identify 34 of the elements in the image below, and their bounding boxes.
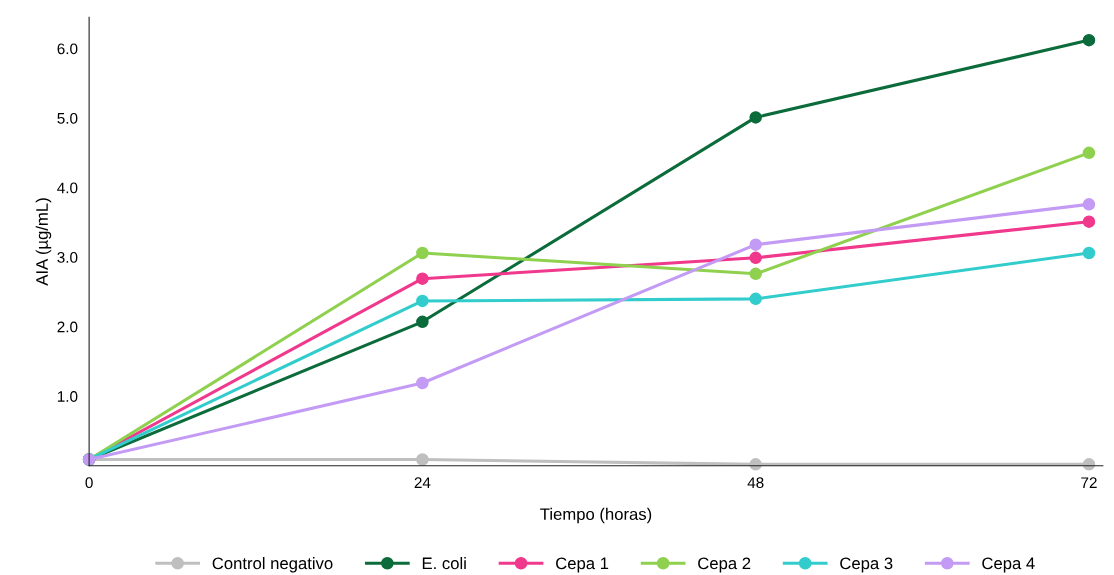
point bbox=[416, 294, 429, 308]
x-axis-title: Tiempo (horas) bbox=[540, 507, 652, 524]
point bbox=[416, 272, 429, 285]
x-tick-label: 48 bbox=[747, 477, 764, 489]
x-tick-label: 24 bbox=[414, 477, 431, 488]
x-tick-label: 0 bbox=[85, 477, 93, 489]
point bbox=[1082, 33, 1096, 47]
point bbox=[749, 267, 762, 281]
point bbox=[416, 453, 429, 466]
y-axis-title: AIA (µg/mL) bbox=[35, 198, 52, 286]
legend-label: Cepa 4 bbox=[982, 557, 1035, 573]
y-tick-label: 6.0 bbox=[57, 43, 78, 55]
y-tick-label: 3.0 bbox=[57, 252, 78, 263]
y-tick-label: 5.0 bbox=[57, 112, 78, 124]
point bbox=[1082, 215, 1096, 228]
x-tick-label: 72 bbox=[1081, 477, 1097, 488]
legend-label: Cepa 2 bbox=[698, 557, 751, 573]
legend-label: E. coli bbox=[422, 556, 466, 570]
point bbox=[416, 246, 429, 260]
point bbox=[416, 376, 429, 390]
point bbox=[1082, 146, 1096, 160]
legend-label: Control negativo bbox=[212, 556, 333, 573]
point bbox=[416, 315, 429, 329]
point bbox=[749, 292, 762, 306]
point bbox=[749, 111, 762, 124]
legend-label: Cepa 1 bbox=[556, 557, 609, 573]
y-tick-label: 1.0 bbox=[57, 391, 78, 402]
y-tick-label: 2.0 bbox=[57, 321, 78, 333]
legend-label: Cepa 3 bbox=[840, 557, 893, 573]
point bbox=[1082, 246, 1096, 260]
point bbox=[749, 251, 762, 265]
point bbox=[749, 238, 762, 251]
point bbox=[1082, 198, 1096, 211]
y-tick-label: 4.0 bbox=[57, 182, 78, 194]
